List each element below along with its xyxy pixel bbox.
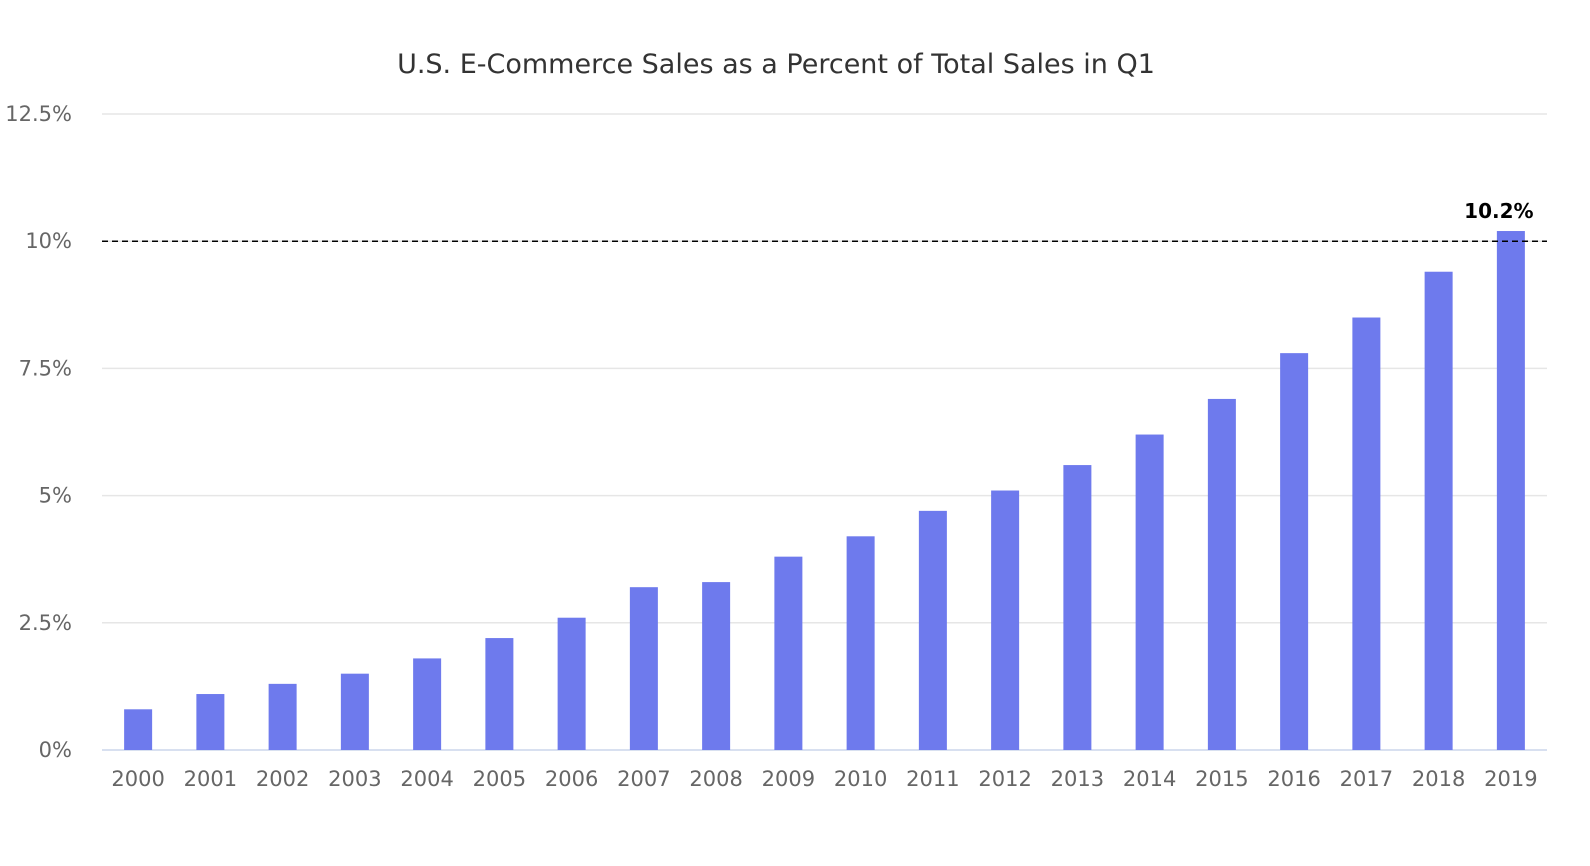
- x-tick-label: 2007: [617, 767, 670, 791]
- bar-2002: [268, 683, 297, 750]
- x-tick-label: 2019: [1484, 767, 1537, 791]
- x-axis-ticks: 2000 2001 2002 2003 2004 2005 2006 2007 2008 2009…: [111, 767, 1537, 791]
- bar-2018: [1424, 271, 1453, 750]
- bar-2012: [991, 490, 1020, 750]
- y-tick-label: 0%: [39, 738, 72, 762]
- x-tick-label: 2016: [1267, 767, 1320, 791]
- chart-title: U.S. E-Commerce Sales as a Percent of To…: [397, 49, 1155, 80]
- x-tick-label: 2004: [400, 767, 453, 791]
- data-label: 10.2%: [1464, 199, 1533, 223]
- bar-2005: [485, 638, 514, 750]
- bar-2010: [846, 536, 875, 750]
- y-tick-label: 12.5%: [5, 102, 72, 126]
- bar-2008: [702, 582, 731, 750]
- x-tick-label: 2013: [1051, 767, 1104, 791]
- bar-2009: [774, 556, 803, 750]
- y-tick-label: 7.5%: [19, 356, 72, 380]
- data-labels: 10.2%: [1464, 199, 1533, 223]
- x-tick-label: 2008: [689, 767, 742, 791]
- bar-2007: [629, 587, 658, 750]
- bar-2014: [1135, 434, 1164, 750]
- x-tick-label: 2002: [256, 767, 309, 791]
- y-axis-ticks: 0% 2.5% 5% 7.5% 10% 12.5%: [5, 102, 72, 762]
- bar-2013: [1063, 465, 1092, 750]
- x-tick-label: 2001: [184, 767, 237, 791]
- x-tick-label: 2009: [762, 767, 815, 791]
- bars: [124, 231, 1525, 751]
- bar-2017: [1352, 317, 1381, 750]
- x-tick-label: 2010: [834, 767, 887, 791]
- x-tick-label: 2018: [1412, 767, 1465, 791]
- bar-2019: [1496, 231, 1525, 751]
- x-tick-label: 2015: [1195, 767, 1248, 791]
- y-tick-label: 2.5%: [19, 611, 72, 635]
- x-tick-label: 2005: [473, 767, 526, 791]
- bar-2016: [1280, 353, 1309, 750]
- gridlines: [102, 113, 1547, 751]
- x-tick-label: 2012: [978, 767, 1031, 791]
- bar-2001: [196, 694, 225, 750]
- x-tick-label: 2014: [1123, 767, 1176, 791]
- x-tick-label: 2003: [328, 767, 381, 791]
- bar-2011: [918, 510, 947, 750]
- bar-2000: [124, 709, 153, 750]
- bar-2004: [413, 658, 442, 750]
- y-tick-label: 10%: [25, 229, 72, 253]
- bar-2006: [557, 617, 586, 750]
- x-tick-label: 2000: [111, 767, 164, 791]
- x-tick-label: 2011: [906, 767, 959, 791]
- x-tick-label: 2017: [1340, 767, 1393, 791]
- y-tick-label: 5%: [39, 484, 72, 508]
- bar-2003: [340, 673, 369, 750]
- x-tick-label: 2006: [545, 767, 598, 791]
- bar-2015: [1207, 398, 1236, 750]
